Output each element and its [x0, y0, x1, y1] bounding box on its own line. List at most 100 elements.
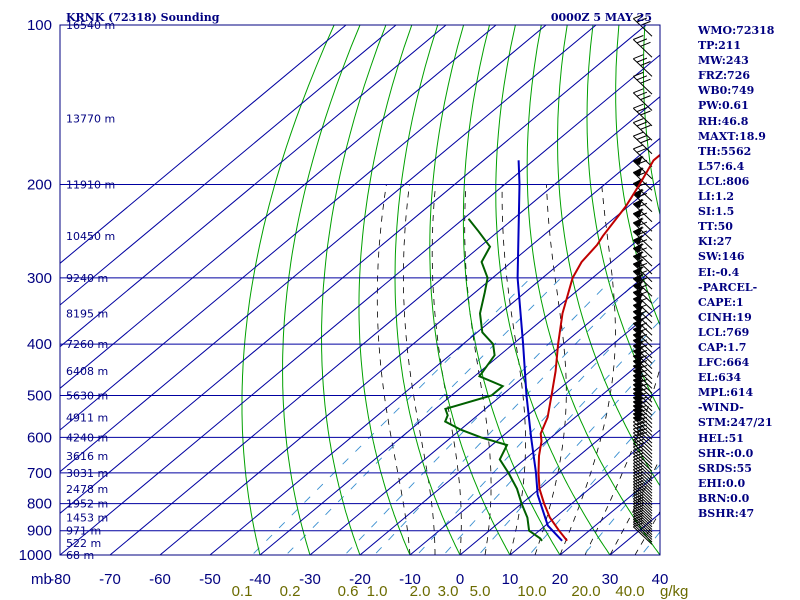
isotherm-line — [60, 25, 647, 514]
isotherm-line — [159, 137, 660, 555]
dry-adiabat-line — [586, 25, 660, 412]
mixing-ratio-label: 1.0 — [367, 583, 388, 600]
wind-pennant — [632, 293, 643, 304]
dry-adiabat-line — [462, 25, 561, 555]
index-item: LFC:664 — [698, 356, 750, 370]
index-item: -WIND- — [698, 401, 744, 415]
moist-adiabat-line — [403, 184, 436, 555]
index-item: CINH:19 — [698, 310, 752, 324]
temperature-tick-label: -70 — [99, 571, 121, 588]
height-label: 5630 m — [66, 390, 108, 403]
moist-adiabat-line — [431, 184, 462, 555]
height-label: 10450 m — [66, 230, 115, 243]
pressure-tick-label: 300 — [27, 270, 52, 287]
pressure-tick-label: 800 — [27, 496, 52, 513]
index-item: MPL:614 — [698, 386, 754, 400]
height-label: 4240 m — [66, 431, 108, 444]
mixing-ratio-label: 0.1 — [232, 583, 253, 600]
wind-barb — [632, 35, 653, 58]
index-item: LCL:806 — [698, 174, 750, 188]
pressure-tick-label: 100 — [27, 17, 52, 34]
wind-pennant — [632, 306, 643, 316]
wind-pennant — [632, 217, 643, 228]
wind-barb — [632, 468, 653, 491]
mixing-ratio-label: 0.6 — [338, 583, 359, 600]
index-item: WB0:749 — [698, 84, 755, 98]
height-label: 2478 m — [66, 483, 108, 496]
dry-adiabat-line — [282, 25, 361, 555]
index-item: EL:634 — [698, 371, 742, 385]
index-item: PW:0.61 — [698, 99, 749, 113]
isotherm-line — [60, 25, 447, 348]
wind-pennant — [632, 299, 643, 310]
mixing-ratio-unit: g/kg — [660, 583, 688, 600]
index-item: EI:-0.4 — [698, 265, 740, 279]
wind-barb — [632, 88, 653, 111]
mixing-ratio-line — [528, 405, 660, 555]
wind-barbs — [632, 14, 653, 545]
mixing-ratio-label: 10.0 — [517, 583, 546, 600]
wind-pennant — [632, 286, 643, 297]
wind-barb — [632, 485, 653, 509]
dry-adiabat-line — [241, 25, 335, 555]
wind-barb — [632, 71, 653, 95]
wind-barb — [632, 118, 653, 141]
wind-barb — [632, 54, 653, 77]
height-label: 13770 m — [66, 112, 115, 125]
index-item: SW:146 — [698, 250, 745, 264]
height-label: 7260 m — [66, 338, 108, 351]
wind-pennant — [632, 166, 643, 177]
height-label: 3616 m — [66, 450, 108, 463]
index-item: TH:5562 — [698, 144, 752, 158]
isotherm-line — [409, 346, 660, 555]
index-item: TP:211 — [698, 39, 742, 53]
wind-barb — [632, 519, 653, 543]
index-item: L57:6.4 — [698, 159, 745, 173]
index-item: -PARCEL- — [698, 280, 758, 294]
pressure-tick-label: 500 — [27, 388, 52, 405]
height-label: 16540 m — [66, 19, 115, 32]
temperature-tick-label: -30 — [299, 571, 321, 588]
wind-pennant — [632, 188, 643, 199]
plot-frame — [59, 24, 661, 556]
temperature-tick-label: 0 — [456, 571, 464, 588]
isotherm-line — [60, 25, 597, 473]
temperature-tick-label: 40 — [652, 571, 669, 588]
index-item: MW:243 — [698, 54, 749, 68]
dry-adiabat-line — [557, 25, 660, 487]
profiles — [443, 153, 660, 542]
wind-pennant — [632, 234, 643, 245]
index-item: RH:46.8 — [698, 114, 749, 128]
wind-barb — [632, 517, 653, 540]
mixing-ratio-line — [344, 277, 614, 555]
wind-pennant — [632, 226, 643, 236]
moist-adiabat-line — [584, 366, 660, 555]
indices-panel: WMO:72318 TP:211 MW:243 FRZ:726 WB0:749 PW:0.… — [698, 23, 774, 521]
isotherm-line — [109, 96, 660, 555]
wind-pennant — [632, 312, 643, 322]
pressure-tick-label: 200 — [27, 177, 52, 194]
index-item: SHR-:0.0 — [698, 446, 754, 460]
pressure-tick-label: 600 — [27, 429, 52, 446]
height-label: 1952 m — [66, 498, 108, 511]
mixing-ratio-label: 5.0 — [470, 583, 491, 600]
mixing-ratio-label: 0.2 — [280, 583, 301, 600]
wind-pennant — [632, 242, 643, 253]
isotherm-line — [60, 25, 547, 431]
isotherm-line — [309, 262, 660, 555]
dry-adiabat-line — [495, 25, 611, 555]
wind-barb — [632, 514, 653, 538]
wind-barb — [632, 522, 653, 545]
wind-barb — [632, 465, 653, 488]
plot-border — [59, 24, 661, 556]
index-item: LI:1.2 — [698, 190, 735, 204]
wind-pennant — [632, 273, 643, 283]
index-item: SRDS:55 — [698, 461, 752, 475]
mixing-ratio-line — [442, 320, 660, 555]
wind-pennant — [632, 265, 643, 276]
wind-pennant — [632, 155, 643, 166]
isotherm-line — [60, 25, 397, 306]
index-item: BSHR:47 — [698, 507, 755, 520]
moist-adiabat-line — [609, 457, 660, 555]
